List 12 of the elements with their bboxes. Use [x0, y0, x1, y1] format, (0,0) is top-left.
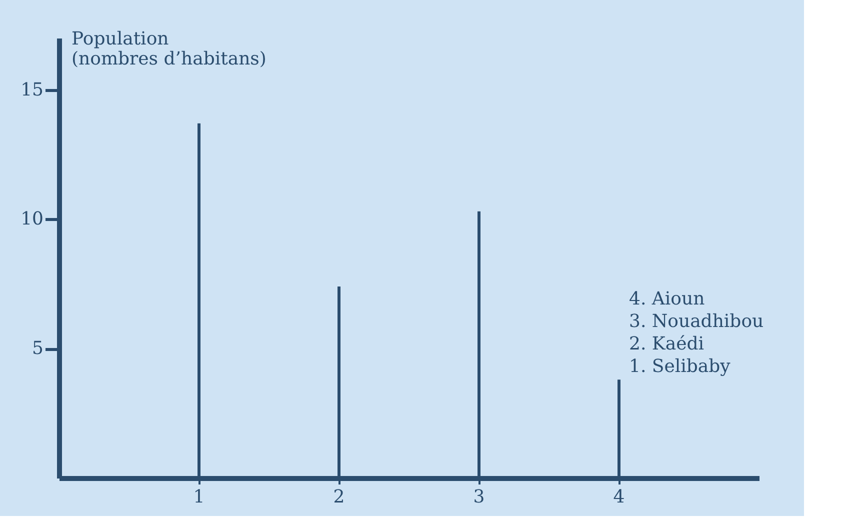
y-tick-label: 15 [20, 79, 44, 100]
x-tick-label: 4 [613, 486, 625, 508]
x-tick-label: 1 [193, 486, 205, 508]
annotation: 2. Kaédi [629, 333, 704, 354]
annotation: 3. Nouadhibou [629, 310, 764, 332]
annotation: 4. Aioun [629, 288, 706, 310]
y-tick-label: 10 [20, 208, 44, 230]
x-tick-label: 3 [473, 486, 485, 508]
y-tick-label: 5 [32, 338, 44, 360]
x-tick-label: 2 [333, 486, 345, 508]
y-axis-title: Population (nombres d’habitans) [72, 28, 266, 70]
annotation: 1. Selibaby [629, 356, 732, 377]
